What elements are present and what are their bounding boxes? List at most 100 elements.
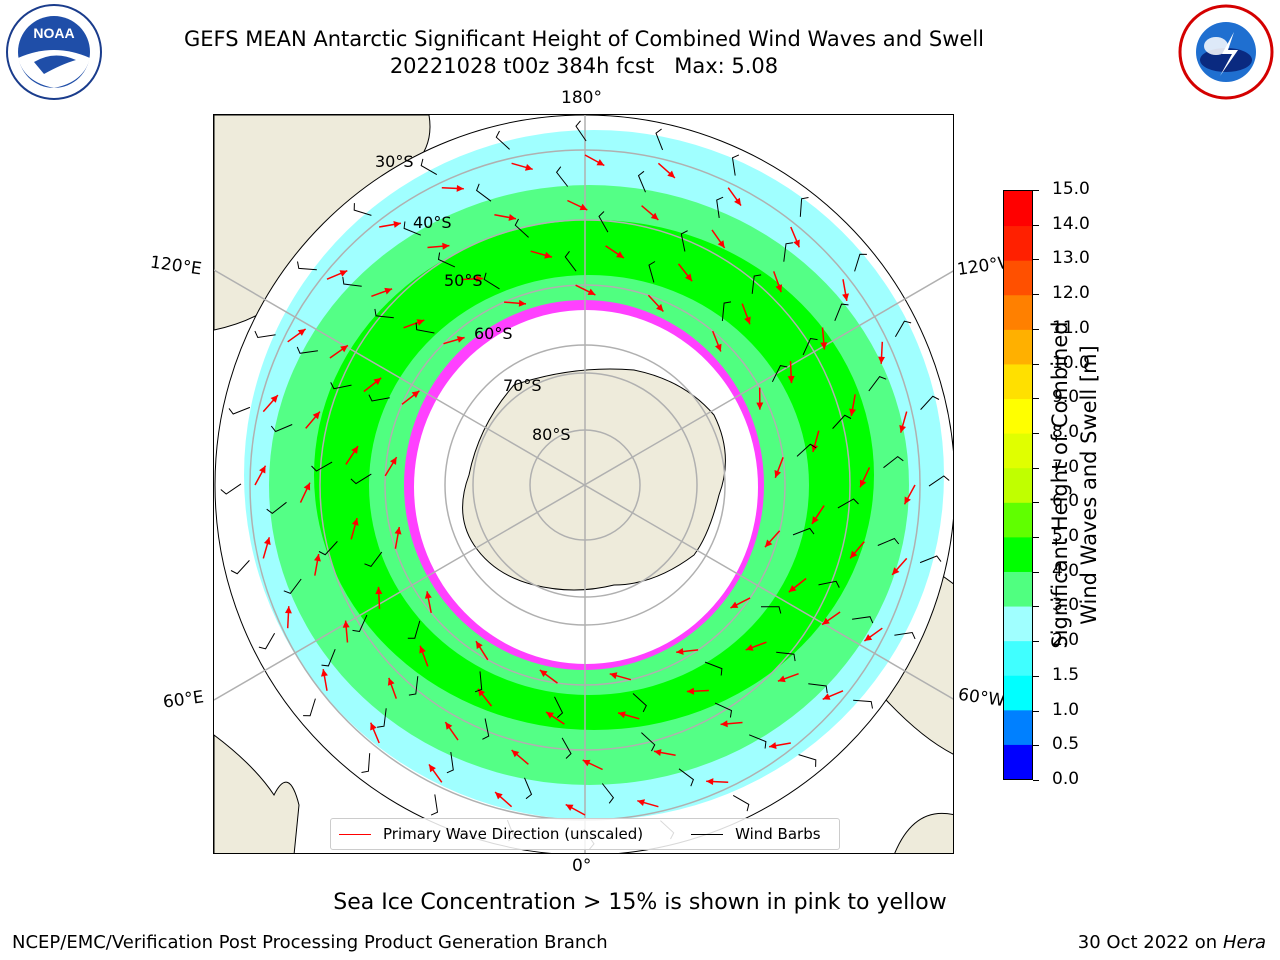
- wind-barb: [228, 406, 251, 415]
- wave-direction-arrowhead: [774, 470, 781, 478]
- wind-barb: [495, 130, 510, 150]
- wave-direction-arrowhead: [676, 648, 684, 655]
- wave-direction-arrowhead: [565, 804, 574, 811]
- wave-direction-arrowhead: [717, 240, 725, 248]
- colorbar-tick-label: 5.0: [1052, 526, 1080, 547]
- colorbar-tick-mark: [1033, 432, 1039, 434]
- wave-direction-arrowhead: [656, 303, 664, 312]
- sea-ice-note: Sea Ice Concentration > 15% is shown in …: [333, 890, 947, 915]
- wave-direction-arrowhead: [715, 343, 722, 352]
- wind-barbs: [220, 120, 950, 850]
- wave-direction-arrowhead: [587, 288, 596, 295]
- legend-label-wave-direction: Primary Wave Direction (unscaled): [383, 825, 644, 843]
- colorbar-tick-mark: [1033, 502, 1039, 504]
- lon-label-60e: 60°E: [161, 687, 206, 713]
- colorbar-tick-mark: [1033, 190, 1039, 191]
- wave-direction-arrowhead: [820, 342, 828, 350]
- lat-label-70s: 70°S: [503, 376, 542, 395]
- wind-barb: [483, 272, 500, 290]
- wind-barb: [678, 768, 695, 787]
- wind-barb: [342, 277, 362, 287]
- colorbar-tick-label: 0.0: [1052, 769, 1080, 789]
- colorbar-tick-label: 9.0: [1052, 387, 1080, 408]
- wind-barb: [330, 382, 352, 390]
- wave-direction-arrowhead: [495, 792, 503, 800]
- wind-barb: [311, 461, 333, 472]
- wave-direction-arrowhead: [297, 329, 306, 336]
- wave-direction-arrowhead: [654, 749, 662, 756]
- footer-date: 30 Oct 2022 on Hera: [1078, 932, 1266, 953]
- wave-direction-arrowhead: [285, 606, 292, 614]
- wave-direction-arrowhead: [351, 446, 358, 454]
- wave-direction-arrowhead: [525, 164, 533, 171]
- wind-barb: [598, 211, 609, 233]
- wave-direction-arrowhead: [476, 641, 483, 649]
- wave-direction-arrowhead: [685, 273, 693, 282]
- wind-barb: [561, 737, 572, 759]
- lat-label-40s: 40°S: [413, 213, 452, 232]
- wave-direction-arrowhead: [637, 799, 645, 806]
- colorbar-tick-label: 1.5: [1052, 664, 1080, 685]
- wind-barb: [283, 578, 302, 595]
- colorbar-tick-label: 13.0: [1052, 248, 1090, 269]
- wave-direction-arrowhead: [650, 212, 659, 220]
- wave-direction-arrowhead: [777, 675, 786, 683]
- wind-barb: [554, 696, 564, 718]
- wave-direction-arrowhead: [264, 537, 271, 545]
- legend-item-wave-direction: Primary Wave Direction (unscaled): [339, 825, 643, 843]
- noaa-logo-icon: NOAA: [4, 2, 104, 106]
- wind-barb: [749, 734, 767, 749]
- wind-barb: [919, 555, 942, 564]
- wind-barb: [364, 551, 383, 568]
- wave-direction-arrowhead: [511, 750, 520, 758]
- wave-direction-arrowhead: [596, 159, 605, 166]
- wave-direction-arrowhead: [686, 687, 695, 695]
- wind-barb: [555, 166, 569, 187]
- colorbar-swatch: [1004, 467, 1032, 503]
- legend-item-wind-barbs: Wind Barbs: [691, 825, 821, 843]
- wave-direction-arrowhead: [812, 516, 819, 524]
- lat-label-50s: 50°S: [444, 271, 483, 290]
- wind-barb: [751, 274, 762, 294]
- footer-host: Hera: [1222, 932, 1266, 953]
- wave-direction-arrowhead: [259, 465, 266, 474]
- wind-barb: [474, 671, 483, 693]
- wave-direction-arrowhead: [859, 479, 867, 488]
- wind-barb: [637, 170, 646, 193]
- wave-direction-arrowhead: [822, 693, 831, 700]
- wind-barb: [524, 777, 533, 800]
- wave-direction-arrowhead: [618, 711, 626, 719]
- colorbar-swatch: [1004, 502, 1032, 538]
- wind-barb: [704, 661, 723, 676]
- colorbar-tick-label: 1.0: [1052, 699, 1080, 720]
- map-plot-area: [213, 114, 954, 854]
- colorbar-swatch: [1004, 571, 1032, 607]
- colorbar-label-line2: Wind Waves and Swell [m]: [1077, 345, 1101, 625]
- wind-barb: [832, 414, 852, 429]
- wind-barb: [761, 606, 782, 614]
- wave-direction-arrowhead: [775, 284, 783, 293]
- wave-direction-arrowhead: [393, 221, 401, 228]
- wave-direction-arrowhead: [508, 214, 516, 221]
- lat-label-60s: 60°S: [474, 324, 513, 343]
- wave-direction-arrowhead: [351, 518, 359, 526]
- wind-barb: [714, 702, 733, 718]
- wave-direction-arrowhead: [375, 586, 383, 595]
- wind-barb: [377, 708, 387, 728]
- wind-barb: [430, 794, 439, 816]
- graticule: [214, 115, 953, 853]
- wave-direction-arrowhead: [370, 722, 377, 731]
- wind-barb: [482, 718, 490, 740]
- wind-barb: [721, 301, 732, 322]
- chart-title: GEFS MEAN Antarctic Significant Height o…: [183, 27, 985, 51]
- wave-direction-arrowhead: [769, 742, 777, 749]
- colorbar-tick-mark: [1033, 571, 1039, 573]
- nws-logo-icon: [1176, 2, 1276, 106]
- wave-direction-arrowhead: [456, 336, 465, 343]
- wind-barb: [853, 699, 873, 709]
- wave-direction-arrowhead: [667, 170, 675, 178]
- colorbar-tick-mark: [1033, 537, 1039, 539]
- wind-barb: [601, 783, 615, 804]
- wind-barb: [407, 620, 421, 639]
- wind-barb: [776, 651, 796, 662]
